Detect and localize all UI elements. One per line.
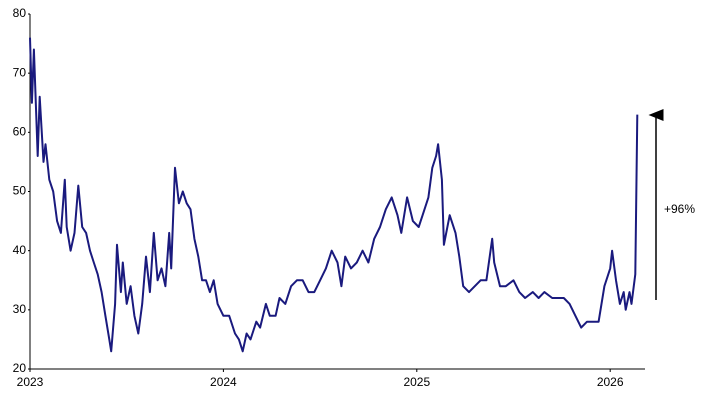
y-tick-label: 50	[13, 184, 27, 198]
x-tick-label: 2025	[403, 375, 430, 389]
x-tick-label: 2024	[210, 375, 237, 389]
line-series	[29, 37, 639, 353]
y-tick-label: 30	[13, 302, 27, 316]
y-tick-label: 60	[13, 125, 27, 139]
y-tick-label: 20	[13, 361, 27, 375]
x-tick-label: 2023	[17, 375, 44, 389]
y-tick-label: 80	[13, 6, 27, 20]
x-tick-label: 2026	[597, 375, 624, 389]
y-tick-label: 70	[13, 65, 27, 79]
y-tick-label: 40	[13, 243, 27, 257]
annotation: +96%	[664, 202, 695, 216]
